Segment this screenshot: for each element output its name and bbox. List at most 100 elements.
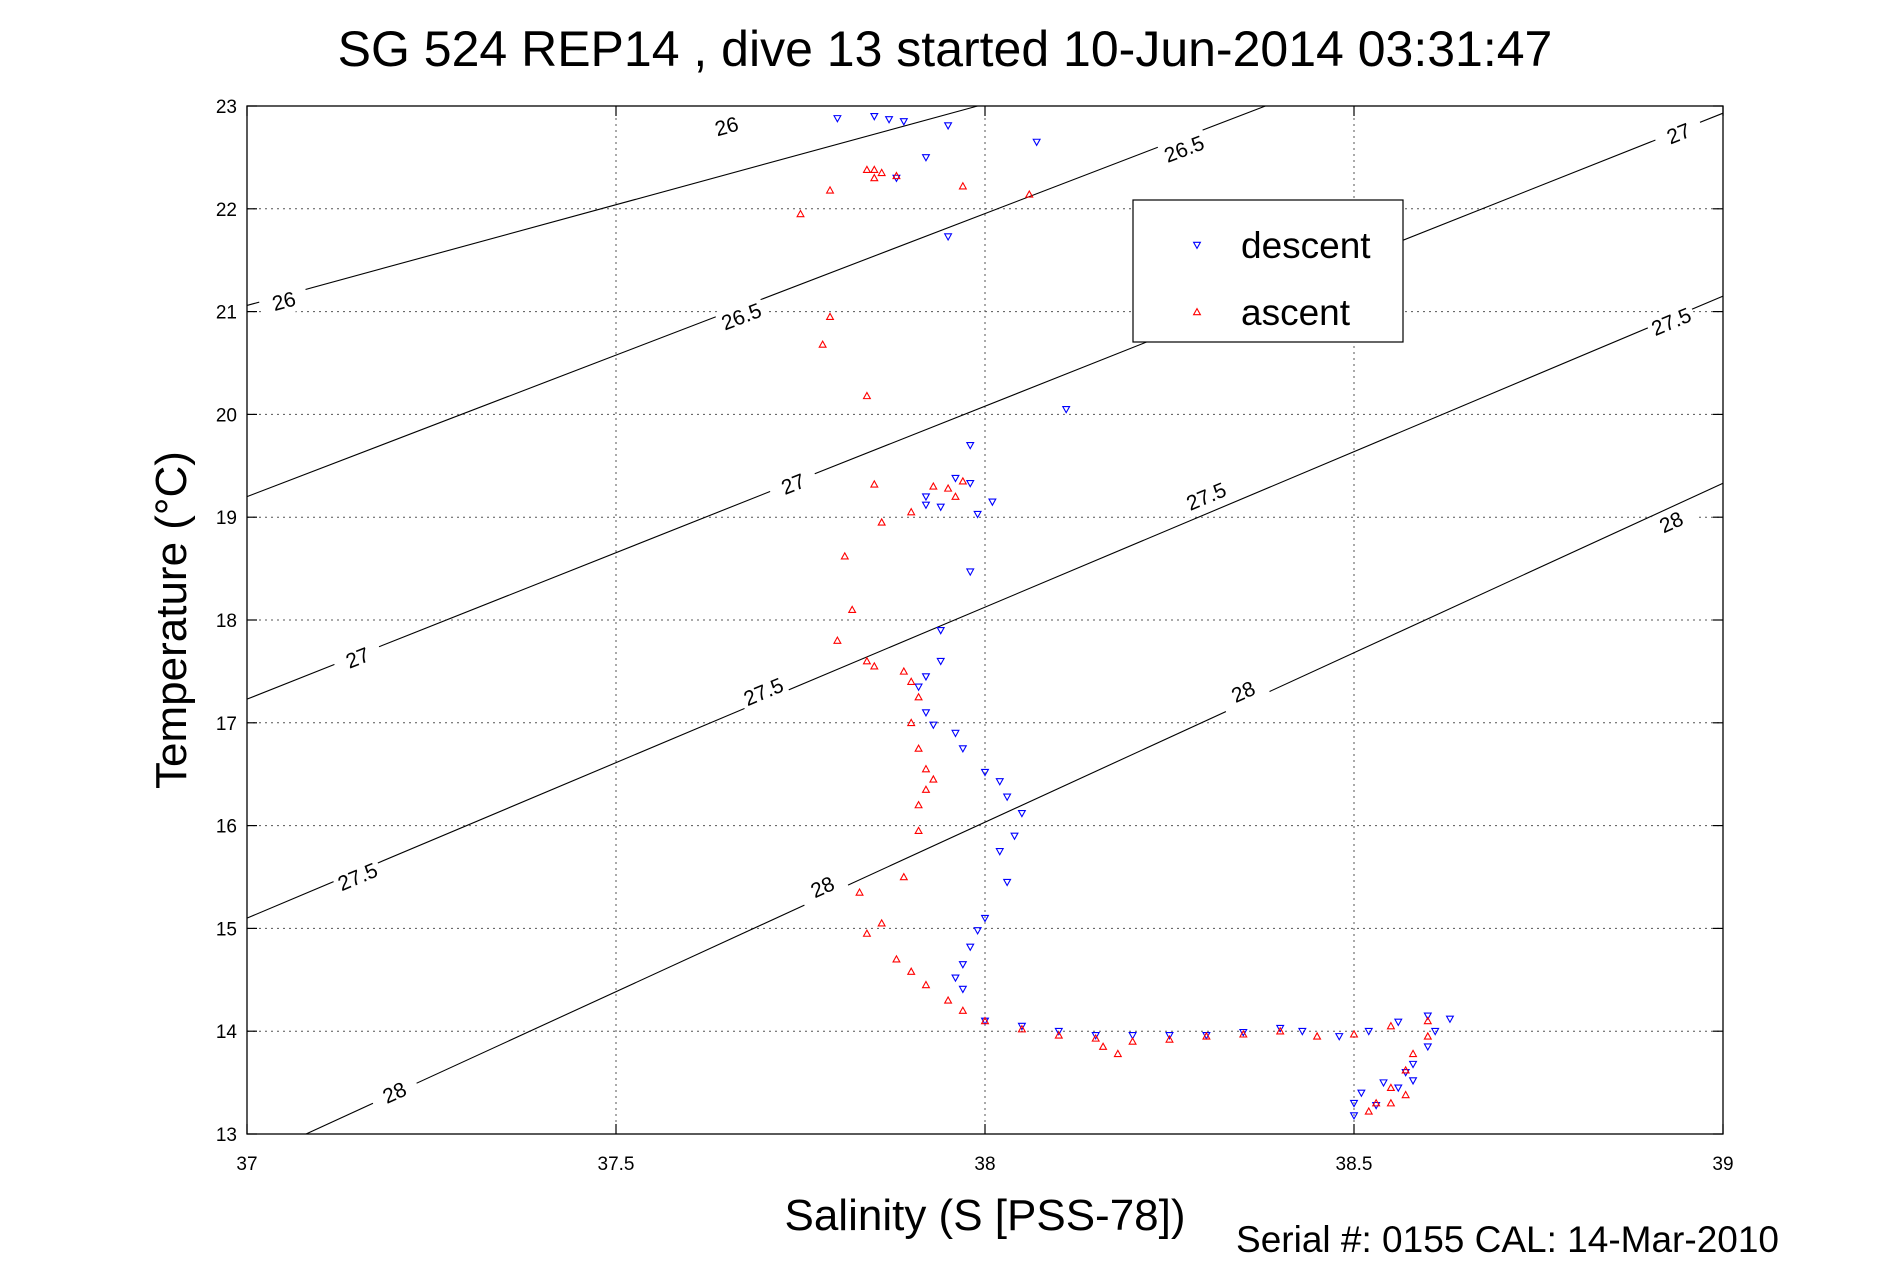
ascent-point <box>1401 1065 1410 1074</box>
ascent-point <box>1386 1098 1396 1107</box>
descent-point <box>1408 1077 1418 1086</box>
isoline-label-gap <box>330 637 385 679</box>
legend-marker-ascent <box>1192 307 1202 316</box>
ascent-point <box>929 481 938 490</box>
ascent-point <box>869 661 879 670</box>
ascent-point <box>825 312 835 321</box>
legend-ascent-symbol <box>1192 307 1202 316</box>
descent-point <box>980 914 990 923</box>
ascent-point <box>1128 1036 1137 1045</box>
descent-point <box>958 985 968 994</box>
descent-point <box>980 768 990 777</box>
grid-lines <box>247 106 1723 1134</box>
ascent-point <box>1054 1030 1064 1039</box>
descent-point <box>1393 1084 1403 1093</box>
y-tick-label: 13 <box>216 1125 237 1146</box>
descent-point <box>1275 1024 1285 1033</box>
descent-point <box>1010 832 1019 841</box>
isoline-label-gap <box>367 1071 422 1115</box>
descent-point <box>1002 878 1012 887</box>
descent-point <box>921 493 931 502</box>
descent-point <box>1238 1028 1248 1037</box>
descent-point <box>1349 1099 1359 1108</box>
descent-point <box>943 233 953 242</box>
descent-point <box>1349 1112 1359 1121</box>
ascent-point <box>1202 1031 1211 1040</box>
descent-point <box>995 778 1005 786</box>
descent-point <box>936 503 946 512</box>
y-tick-label: 15 <box>216 919 237 940</box>
descent-point <box>965 480 975 488</box>
legend-marker-descent <box>1192 241 1202 250</box>
ascent-point <box>892 171 901 180</box>
descent-point <box>965 943 975 952</box>
y-tick-label: 14 <box>216 1022 238 1043</box>
ascent-point <box>840 551 850 560</box>
descent-point <box>884 116 894 124</box>
ascent-point <box>958 1006 968 1014</box>
ascent-point <box>906 967 916 975</box>
ascent-point <box>825 185 835 194</box>
ascent-point <box>1024 189 1034 198</box>
density-isoline <box>246 112 1724 700</box>
legend-label-ascent: ascent <box>1241 292 1351 333</box>
descent-point <box>1357 1089 1366 1098</box>
ascent-point <box>906 677 916 685</box>
density-isoline <box>246 295 1724 919</box>
y-tick-label: 18 <box>216 611 237 632</box>
descent-point <box>1423 1012 1433 1021</box>
isoline-label-gap <box>1644 500 1699 545</box>
isoline-label-gap <box>766 463 821 506</box>
descent-point <box>1017 1022 1027 1031</box>
ascent-point <box>914 800 923 809</box>
y-axis-label: Temperature (°C) <box>147 451 196 789</box>
descent-point <box>869 113 879 121</box>
ascent-point <box>914 743 923 752</box>
ascent-point <box>906 507 916 516</box>
ascent-point <box>958 476 968 485</box>
ascent-point <box>892 954 901 963</box>
ascent-point <box>869 479 879 488</box>
ascent-point <box>1423 1031 1433 1040</box>
ascent-point <box>1401 1090 1410 1099</box>
x-axis-label: Salinity (S [PSS-78]) <box>784 1191 1185 1240</box>
x-tick-label: 39 <box>1712 1154 1733 1175</box>
x-axis-ticks: 37 37.5 38 38.5 39 <box>236 106 1734 1175</box>
isoline-label-gap <box>736 670 791 714</box>
density-contours: 262626.526.527272727.527.527.527.5282828… <box>246 105 1724 1135</box>
y-tick-label: 16 <box>216 817 237 838</box>
ascent-point <box>862 165 872 174</box>
legend: descent ascent <box>1132 199 1404 343</box>
descent-point <box>936 627 946 635</box>
legend-descent-symbol <box>1192 241 1202 250</box>
descent-point <box>1408 1060 1418 1069</box>
y-tick-label: 19 <box>216 508 237 529</box>
x-tick-label: 38.5 <box>1336 1154 1373 1175</box>
ascent-point <box>877 517 887 526</box>
descent-point <box>1364 1027 1374 1036</box>
ascent-point <box>1238 1029 1248 1038</box>
descent-point <box>1002 793 1012 802</box>
serial-calibration-footer: Serial #: 0155 CAL: 14-Mar-2010 <box>1236 1219 1779 1260</box>
ascent-point <box>1364 1106 1374 1115</box>
ascent-point <box>1386 1083 1396 1092</box>
density-isoline <box>246 105 978 306</box>
ascent-point <box>1312 1031 1322 1040</box>
ascent-point <box>921 764 931 773</box>
isoline-label-gap <box>714 296 769 338</box>
descent-point <box>1430 1027 1440 1036</box>
descent-point <box>921 709 931 718</box>
ascent-point <box>980 1016 990 1025</box>
ascent-point <box>1017 1024 1027 1033</box>
ascent-point <box>1349 1029 1359 1038</box>
isoline-label-gap <box>257 282 311 321</box>
isoline-label-gap <box>1216 670 1271 714</box>
x-tick-label: 38 <box>974 1154 995 1175</box>
descent-point <box>951 474 960 483</box>
isoline-label-gap <box>1179 475 1234 518</box>
x-tick-label: 37.5 <box>598 1154 635 1175</box>
isoline-label-gap <box>700 107 754 146</box>
descent-point <box>929 721 938 730</box>
isoline-label-gap <box>1651 112 1706 155</box>
descent-point <box>1128 1032 1137 1040</box>
